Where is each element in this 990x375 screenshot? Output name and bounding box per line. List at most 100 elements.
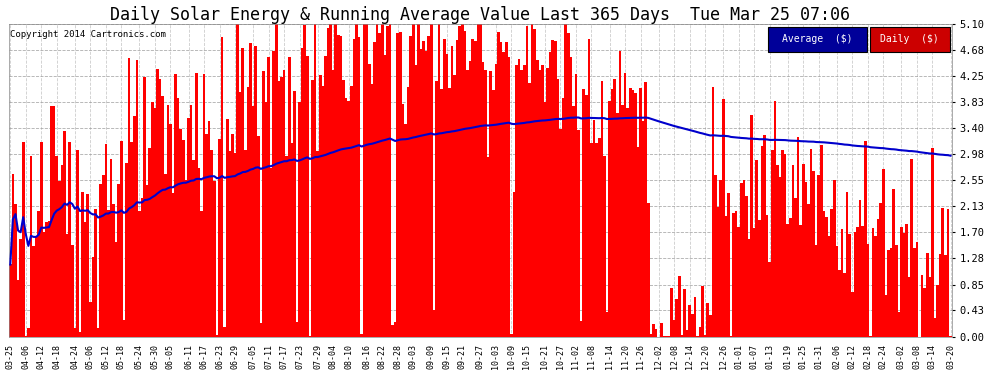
Bar (133, 116, 136, 337)
Bar (97, 328, 99, 337)
Bar (376, 24, 378, 337)
Bar (306, 56, 309, 337)
Bar (192, 160, 195, 337)
Bar (637, 147, 640, 337)
Bar (298, 102, 301, 337)
Bar (171, 193, 174, 337)
Bar (126, 163, 128, 337)
Bar (285, 156, 288, 337)
Bar (665, 336, 667, 337)
Bar (179, 129, 182, 337)
Bar (430, 24, 433, 337)
Bar (797, 137, 799, 337)
Bar (337, 36, 340, 337)
Bar (937, 285, 939, 337)
Bar (766, 215, 768, 337)
Bar (551, 40, 554, 337)
Bar (58, 181, 60, 337)
Bar (9, 264, 12, 337)
Bar (624, 72, 627, 337)
Bar (921, 275, 924, 337)
Bar (526, 26, 529, 337)
Bar (14, 204, 17, 337)
Bar (391, 325, 394, 337)
Bar (794, 198, 797, 337)
Bar (211, 150, 213, 337)
Bar (166, 105, 169, 337)
Bar (317, 151, 319, 337)
Bar (153, 108, 156, 337)
Bar (856, 226, 858, 337)
Bar (593, 120, 595, 337)
Bar (412, 24, 415, 337)
Bar (415, 66, 417, 337)
Bar (895, 245, 898, 337)
Bar (148, 148, 151, 337)
Bar (118, 184, 120, 337)
Bar (727, 194, 730, 337)
Bar (92, 257, 94, 337)
Bar (484, 70, 487, 337)
Bar (453, 75, 455, 337)
FancyBboxPatch shape (768, 27, 867, 52)
Bar (717, 207, 720, 337)
Bar (123, 321, 126, 337)
Bar (714, 175, 717, 337)
Bar (107, 210, 110, 337)
Bar (686, 330, 688, 337)
Bar (458, 26, 461, 337)
Bar (585, 95, 588, 337)
Bar (205, 134, 208, 337)
Bar (548, 53, 551, 337)
Bar (839, 270, 841, 337)
Bar (742, 180, 745, 337)
Bar (544, 102, 546, 337)
Bar (327, 28, 330, 337)
Bar (423, 41, 425, 337)
Bar (357, 38, 360, 337)
Bar (79, 332, 81, 337)
Bar (572, 106, 574, 337)
Bar (50, 106, 52, 337)
Bar (433, 310, 436, 337)
Bar (38, 211, 40, 337)
Bar (529, 83, 531, 337)
Bar (606, 312, 608, 337)
Bar (621, 105, 624, 337)
Bar (662, 336, 665, 337)
Bar (86, 195, 89, 337)
Bar (378, 33, 381, 337)
Bar (848, 234, 851, 337)
Bar (365, 24, 368, 337)
Bar (71, 245, 73, 337)
Bar (580, 321, 582, 337)
Bar (619, 51, 621, 337)
Bar (304, 25, 306, 337)
Bar (131, 142, 133, 337)
Bar (466, 70, 469, 337)
Bar (805, 182, 807, 337)
Bar (853, 232, 856, 337)
Bar (866, 244, 869, 337)
Bar (73, 328, 76, 337)
Bar (694, 297, 696, 337)
Bar (146, 185, 148, 337)
Bar (234, 153, 237, 337)
Bar (360, 334, 363, 337)
Bar (386, 26, 389, 337)
Bar (836, 246, 839, 337)
Bar (293, 91, 296, 337)
Bar (590, 142, 593, 337)
Bar (755, 160, 758, 337)
Bar (463, 31, 466, 337)
Bar (898, 312, 900, 337)
Bar (629, 88, 632, 337)
Bar (283, 70, 285, 337)
Bar (660, 323, 662, 337)
Bar (324, 56, 327, 337)
Bar (738, 227, 740, 337)
Bar (760, 146, 763, 337)
Bar (237, 24, 239, 337)
Bar (500, 42, 502, 337)
Bar (330, 24, 332, 337)
